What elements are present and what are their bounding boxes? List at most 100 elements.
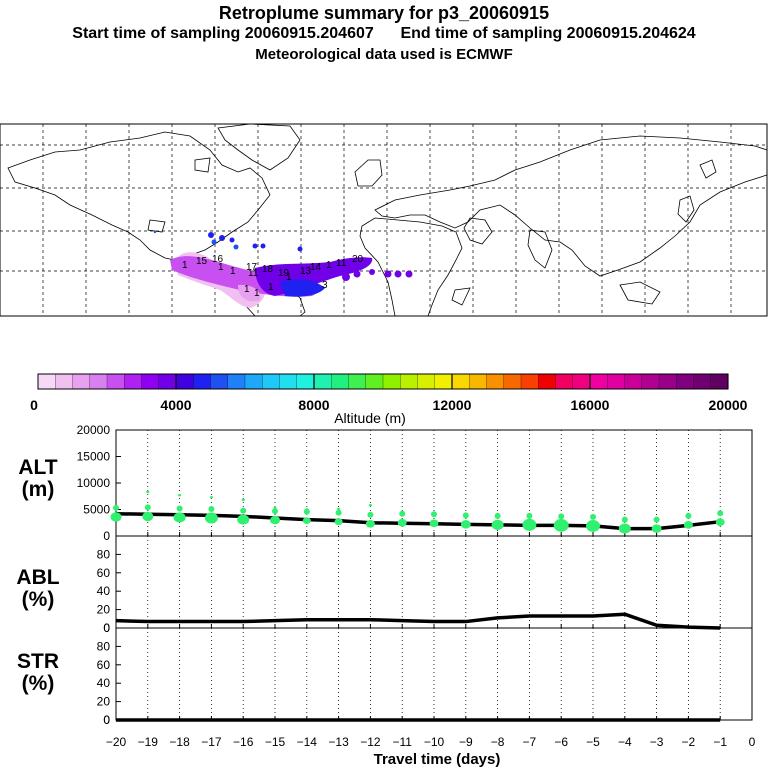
map-day-label: 1 <box>218 262 224 273</box>
colorbar-cell <box>331 373 350 390</box>
colorbar-label: Altitude (m) <box>334 410 406 426</box>
plume-cluster-dot <box>173 512 186 523</box>
y-axis-label: (%) <box>22 672 55 695</box>
map-gridlines <box>0 124 767 316</box>
altitude-colorbar: 0 4000 8000 12000 16000 20000 Altitude (m) <box>30 373 748 426</box>
map-day-label: 1 <box>230 266 236 277</box>
plume-outlier-dot <box>178 493 182 497</box>
x-axis: −20 −19 −18 −17 −16 −15 −14 −13 −12 −11 −10 −9 −8 −7−… <box>106 735 756 768</box>
plume-cluster-dot <box>460 520 471 529</box>
colorbar-cell <box>37 373 56 390</box>
plume-cluster-dot <box>204 512 218 524</box>
plume-cluster-dot <box>683 521 693 529</box>
map-day-label: 1 <box>268 282 274 293</box>
plume-cluster-dot <box>335 509 342 516</box>
y-tick-label: 20000 <box>77 423 111 437</box>
plume-cluster-dot <box>431 511 437 518</box>
colorbar-tick-label: 4000 <box>160 397 191 413</box>
colorbar-cell <box>175 373 194 390</box>
colorbar-cell <box>503 373 522 390</box>
panel-altitude: 20000 15000 10000 5000 0 ALT(m) <box>18 423 753 543</box>
colorbar-cell <box>106 373 125 390</box>
plume-outlier-dot <box>209 496 213 499</box>
colorbar-cell <box>262 373 281 390</box>
plume-cluster-dot <box>237 514 250 525</box>
colorbar-cell <box>589 373 608 390</box>
map-day-label: 19 <box>278 268 290 279</box>
plume-cluster-dot <box>302 517 311 525</box>
y-tick-label: 20 <box>97 695 111 709</box>
colorbar-tick-label: 12000 <box>433 397 472 413</box>
plume-outlier-dot <box>368 504 372 507</box>
x-tick-label: −17 <box>201 735 222 749</box>
map-day-label: 14 <box>310 262 322 273</box>
colorbar-cell <box>348 373 367 390</box>
x-tick-label: −12 <box>360 735 381 749</box>
plume-cluster-dot <box>113 504 119 511</box>
y-axis-label: STR <box>17 650 59 673</box>
colorbar-cell <box>55 373 74 390</box>
colorbar-cell <box>124 373 143 390</box>
colorbar-cell <box>382 373 401 390</box>
colorbar-cell <box>520 373 539 390</box>
map-day-label: 15 <box>196 256 208 267</box>
plume-cluster-dot <box>651 524 662 533</box>
map-day-label: 13 <box>300 266 312 277</box>
colorbar-tick-label: 20000 <box>709 397 748 413</box>
y-tick-label: 40 <box>97 676 111 690</box>
y-tick-label: 80 <box>97 547 111 561</box>
plume-cluster-dot <box>462 512 469 519</box>
map-day-label: 20 <box>352 254 364 265</box>
plume-cluster-dot <box>429 519 439 528</box>
colorbar-cell <box>210 373 229 390</box>
plume-markers <box>153 230 413 281</box>
plume-cluster-dot <box>522 518 537 531</box>
colorbar-cell <box>244 373 263 390</box>
colorbar-cell <box>624 373 643 390</box>
colorbar-cell <box>486 373 505 390</box>
y-tick-label: 0 <box>103 529 110 543</box>
colorbar-cell <box>141 373 160 390</box>
y-tick-label: 0 <box>103 713 110 727</box>
time-series-panels: 20000150001000050000ALT(m)8060402000ABL(… <box>16 423 753 727</box>
plume-outlier-dot <box>146 490 150 494</box>
plume-cluster-dot <box>208 505 215 512</box>
y-tick-label: 40 <box>97 584 111 598</box>
plume-outlier-dot <box>241 498 245 502</box>
y-tick-label: 20 <box>97 603 111 617</box>
map-day-label: 3 <box>322 280 328 291</box>
y-tick-label: 0 <box>103 621 110 635</box>
plume-cluster-dot <box>590 513 596 520</box>
colorbar-cell <box>89 373 108 390</box>
plume-cluster-dot <box>618 523 631 534</box>
colorbar-cell <box>279 373 298 390</box>
x-tick-label: −19 <box>138 735 159 749</box>
plume-cluster-dot <box>334 518 343 526</box>
x-axis-label: Travel time (days) <box>374 751 501 768</box>
x-tick-label: −1 <box>713 735 727 749</box>
x-tick-label: −6 <box>554 735 568 749</box>
colorbar-tick-label: 8000 <box>298 397 329 413</box>
colorbar-cell <box>451 373 470 390</box>
y-tick-label: 10000 <box>77 476 111 490</box>
x-tick-label: −3 <box>650 735 664 749</box>
y-tick-label: 80 <box>97 639 111 653</box>
y-tick-label: 60 <box>97 658 111 672</box>
met-data-note: Meteorological data used is ECMWF <box>255 46 513 63</box>
map-day-label: 11 <box>336 258 347 269</box>
plume-cluster-dot <box>494 512 501 519</box>
colorbar-cell <box>417 373 436 390</box>
plume-cluster-dot <box>653 516 660 523</box>
y-tick-label: 0 <box>103 621 110 635</box>
map-day-label: 1 <box>254 288 260 299</box>
map-day-label: 1 <box>326 260 332 271</box>
colorbar-cell <box>158 373 177 390</box>
colorbar-tick-label: 16000 <box>571 397 610 413</box>
x-tick-label: −8 <box>491 735 505 749</box>
plume-cluster-dot <box>367 511 374 518</box>
y-tick-label: 0 <box>103 713 110 727</box>
